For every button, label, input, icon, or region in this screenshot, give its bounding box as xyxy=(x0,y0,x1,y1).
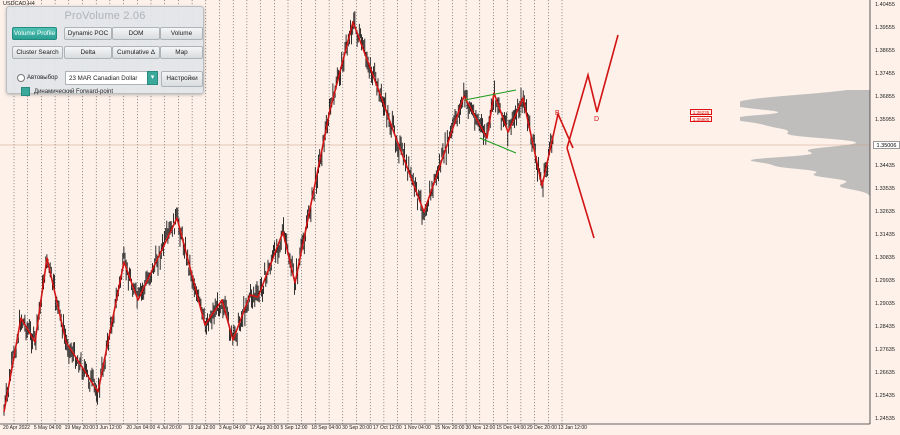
price-label: 1.33535 xyxy=(875,186,895,192)
current-price-tag: 1.35006 xyxy=(873,141,900,149)
price-label: 1.35955 xyxy=(875,117,895,123)
volume-profile-button[interactable]: Volume Profile xyxy=(12,27,57,40)
volume-button[interactable]: Volume xyxy=(160,27,203,40)
triangle-pattern xyxy=(464,89,517,154)
poc-label-lower: 1.35900 xyxy=(690,116,712,122)
date-label: 15 Nov 20:00 xyxy=(434,425,465,431)
zigzag-line xyxy=(3,21,574,413)
price-label: 1.36855 xyxy=(875,94,895,100)
forecast-up-line xyxy=(566,34,619,149)
date-label: 5 May 04:00 xyxy=(33,425,62,431)
wave-label-b: B xyxy=(555,110,560,117)
price-label: 1.40455 xyxy=(875,2,895,8)
date-label: 3 Aug 04:00 xyxy=(218,425,246,431)
date-label: 17 Oct 12:00 xyxy=(373,425,402,431)
instrument-field[interactable]: 23 MAR Canadian Dollar xyxy=(65,71,149,85)
date-label: 20 Apr 2022 xyxy=(3,425,30,431)
date-label: 30 Nov 12:00 xyxy=(465,425,496,431)
date-label: 29 Dec 20:00 xyxy=(527,425,557,431)
date-label: 30 Sep 20:00 xyxy=(342,425,372,431)
date-label: 1 Nov 04:00 xyxy=(403,425,431,431)
forward-point-label: Динамический Forward-point xyxy=(34,88,114,95)
price-label: 1.29935 xyxy=(875,278,895,284)
price-label: 1.32635 xyxy=(875,209,895,215)
auto-select-option[interactable]: Автовыбор xyxy=(17,74,58,82)
price-label: 1.28435 xyxy=(875,324,895,330)
date-label: 20 Jun 04:00 xyxy=(126,425,156,431)
date-label: 3 Jun 12:00 xyxy=(95,425,122,431)
price-label: 1.34435 xyxy=(875,163,895,169)
date-label: 4 Jul 20:00 xyxy=(157,425,182,431)
auto-select-label: Автовыбор xyxy=(27,75,58,81)
date-label: 13 Jan 12:00 xyxy=(558,425,587,431)
poc-label-upper: 1.36235 xyxy=(690,109,712,115)
symbol-label: USDCAD,H4 xyxy=(3,1,35,7)
cumulative-delta-button[interactable]: Cumulative Δ xyxy=(112,46,160,59)
volume-profile-shape xyxy=(740,90,870,198)
date-label: 19 May 20:00 xyxy=(64,425,95,431)
date-label: 15 Dec 04:00 xyxy=(496,425,527,431)
forecast-down-line xyxy=(566,147,595,239)
triangle-lower-line xyxy=(479,137,517,154)
forward-point-option[interactable]: Динамический Forward-point xyxy=(21,87,113,96)
price-label: 1.38655 xyxy=(875,48,895,54)
price-label: 1.39555 xyxy=(875,25,895,31)
date-label: 5 Sep 12:00 xyxy=(280,425,308,431)
price-label: 1.27635 xyxy=(875,347,895,353)
dom-button[interactable]: DOM xyxy=(112,27,160,40)
date-label: 18 Sep 04:00 xyxy=(311,425,342,431)
volume-profile xyxy=(740,90,870,198)
price-label: 1.37455 xyxy=(875,71,895,77)
forward-point-checkbox[interactable] xyxy=(21,87,30,96)
delta-button[interactable]: Delta xyxy=(64,46,112,59)
price-label: 1.30835 xyxy=(875,255,895,261)
price-label: 1.26635 xyxy=(875,370,895,376)
map-button[interactable]: Map xyxy=(160,46,203,59)
wave-label-d: D xyxy=(594,116,599,123)
triangle-upper-line xyxy=(464,89,517,101)
forecast-lines xyxy=(566,34,619,239)
date-label: 19 Jul 12:00 xyxy=(188,425,216,431)
panel-title: ProVolume 2.06 xyxy=(64,10,146,22)
zigzag-lines xyxy=(3,21,574,413)
cluster-search-button[interactable]: Cluster Search xyxy=(12,46,63,59)
price-label: 1.25435 xyxy=(875,393,895,399)
dynamic-poc-button[interactable]: Dynamic POC xyxy=(64,27,112,40)
price-label: 1.31435 xyxy=(875,232,895,238)
price-label: 1.29035 xyxy=(875,301,895,307)
instrument-dropdown-icon[interactable]: ▾ xyxy=(147,71,158,85)
price-label: 1.24535 xyxy=(875,416,895,422)
settings-button[interactable]: Настройки xyxy=(161,71,203,87)
auto-select-radio[interactable] xyxy=(17,74,25,82)
date-label: 17 Aug 20:00 xyxy=(249,425,280,431)
provolume-panel[interactable]: ProVolume 2.06 Volume Profile Dynamic PO… xyxy=(6,6,204,96)
